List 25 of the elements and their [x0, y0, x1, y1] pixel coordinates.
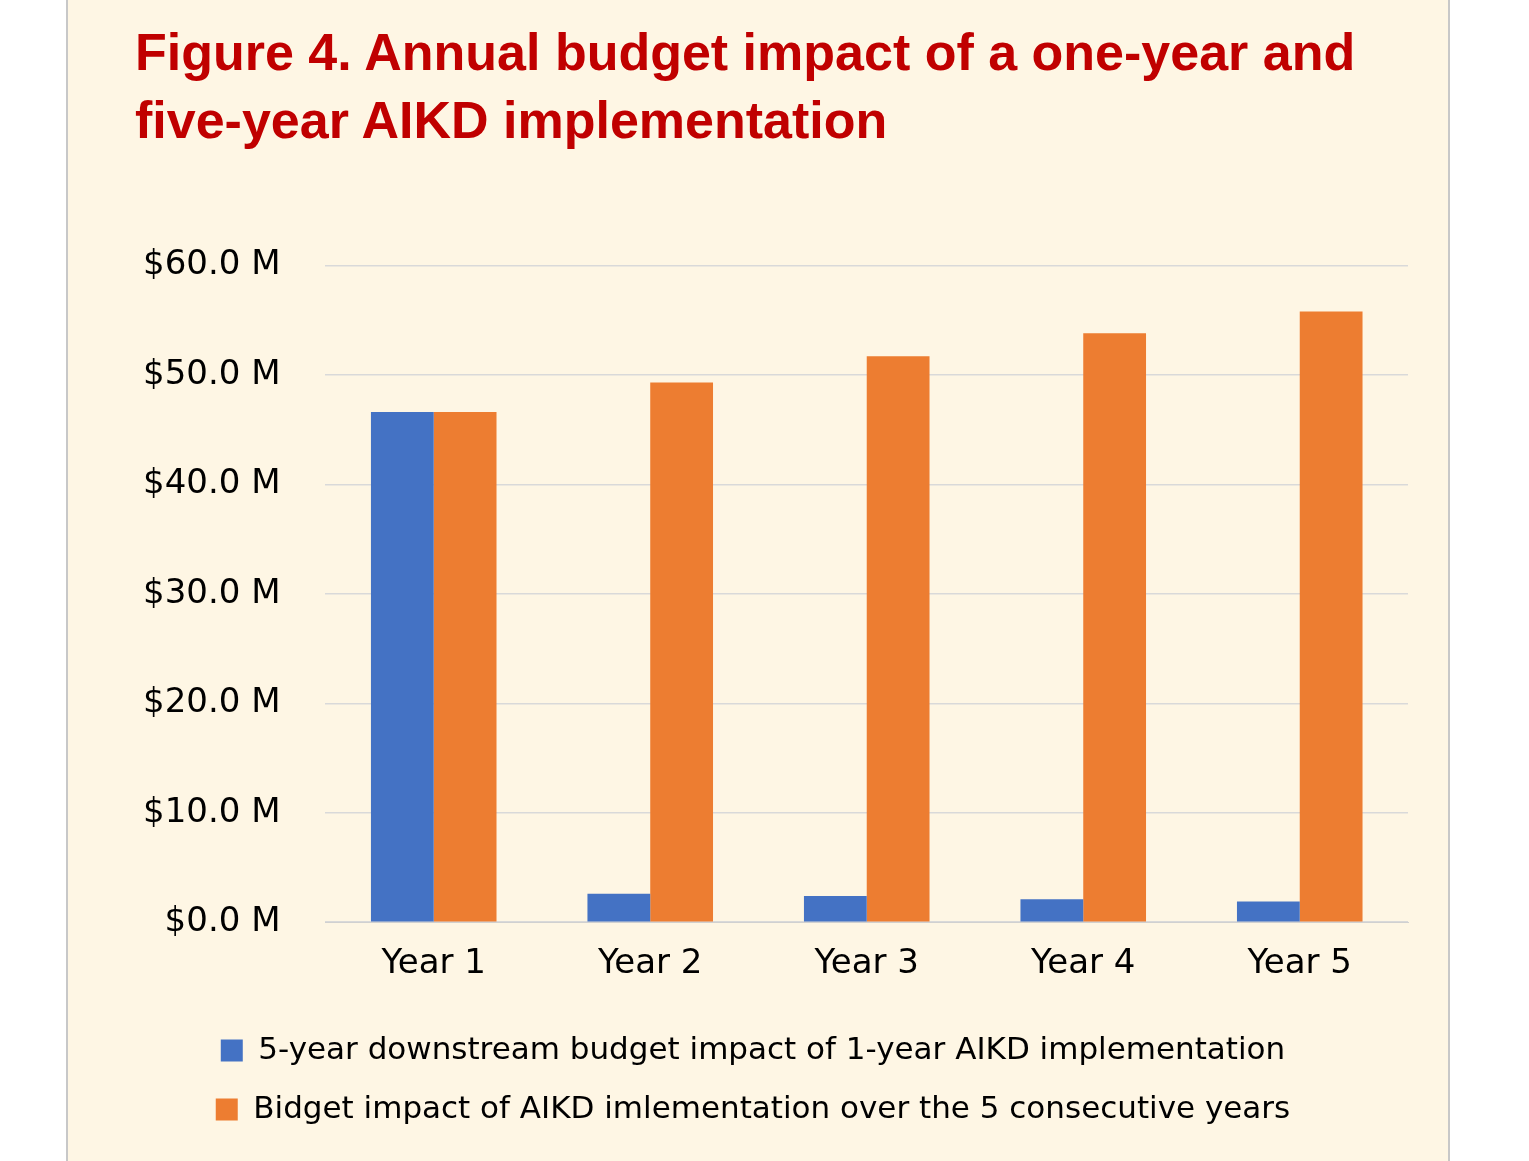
legend-label: 5-year downstream budget impact of 1-year AIKD implementation: [258, 1029, 1286, 1066]
x-tick-label: Year 1: [380, 941, 486, 982]
y-tick-label: $10.0 M: [142, 789, 281, 830]
chart-title: Figure 4. Annual budget impact of a one-year and five-year AIKD implementation: [135, 22, 1357, 151]
bar: [866, 356, 930, 922]
bar: [433, 412, 497, 922]
x-tick-label: Year 4: [1030, 941, 1136, 982]
bar: [587, 893, 651, 922]
y-tick-label: $60.0 M: [142, 242, 281, 283]
bar: [650, 382, 714, 922]
bar: [1299, 311, 1363, 922]
legend-label: Bidget impact of AIKD imlementation over the 5 consecutive years: [253, 1088, 1291, 1125]
x-tick-label: Year 5: [1246, 941, 1352, 982]
y-tick-label: $50.0 M: [142, 351, 281, 392]
bar: [1083, 333, 1147, 922]
x-tick-label: Year 3: [813, 941, 919, 982]
y-tick-label: $20.0 M: [142, 680, 281, 721]
bar: [370, 412, 434, 922]
bar: [1236, 901, 1300, 922]
x-tick-label: Year 2: [597, 941, 703, 982]
y-tick-label: $30.0 M: [142, 570, 281, 611]
y-tick-label: $40.0 M: [142, 461, 281, 502]
bar: [803, 895, 867, 922]
y-tick-label: $0.0 M: [164, 899, 281, 940]
bar: [1020, 899, 1084, 922]
